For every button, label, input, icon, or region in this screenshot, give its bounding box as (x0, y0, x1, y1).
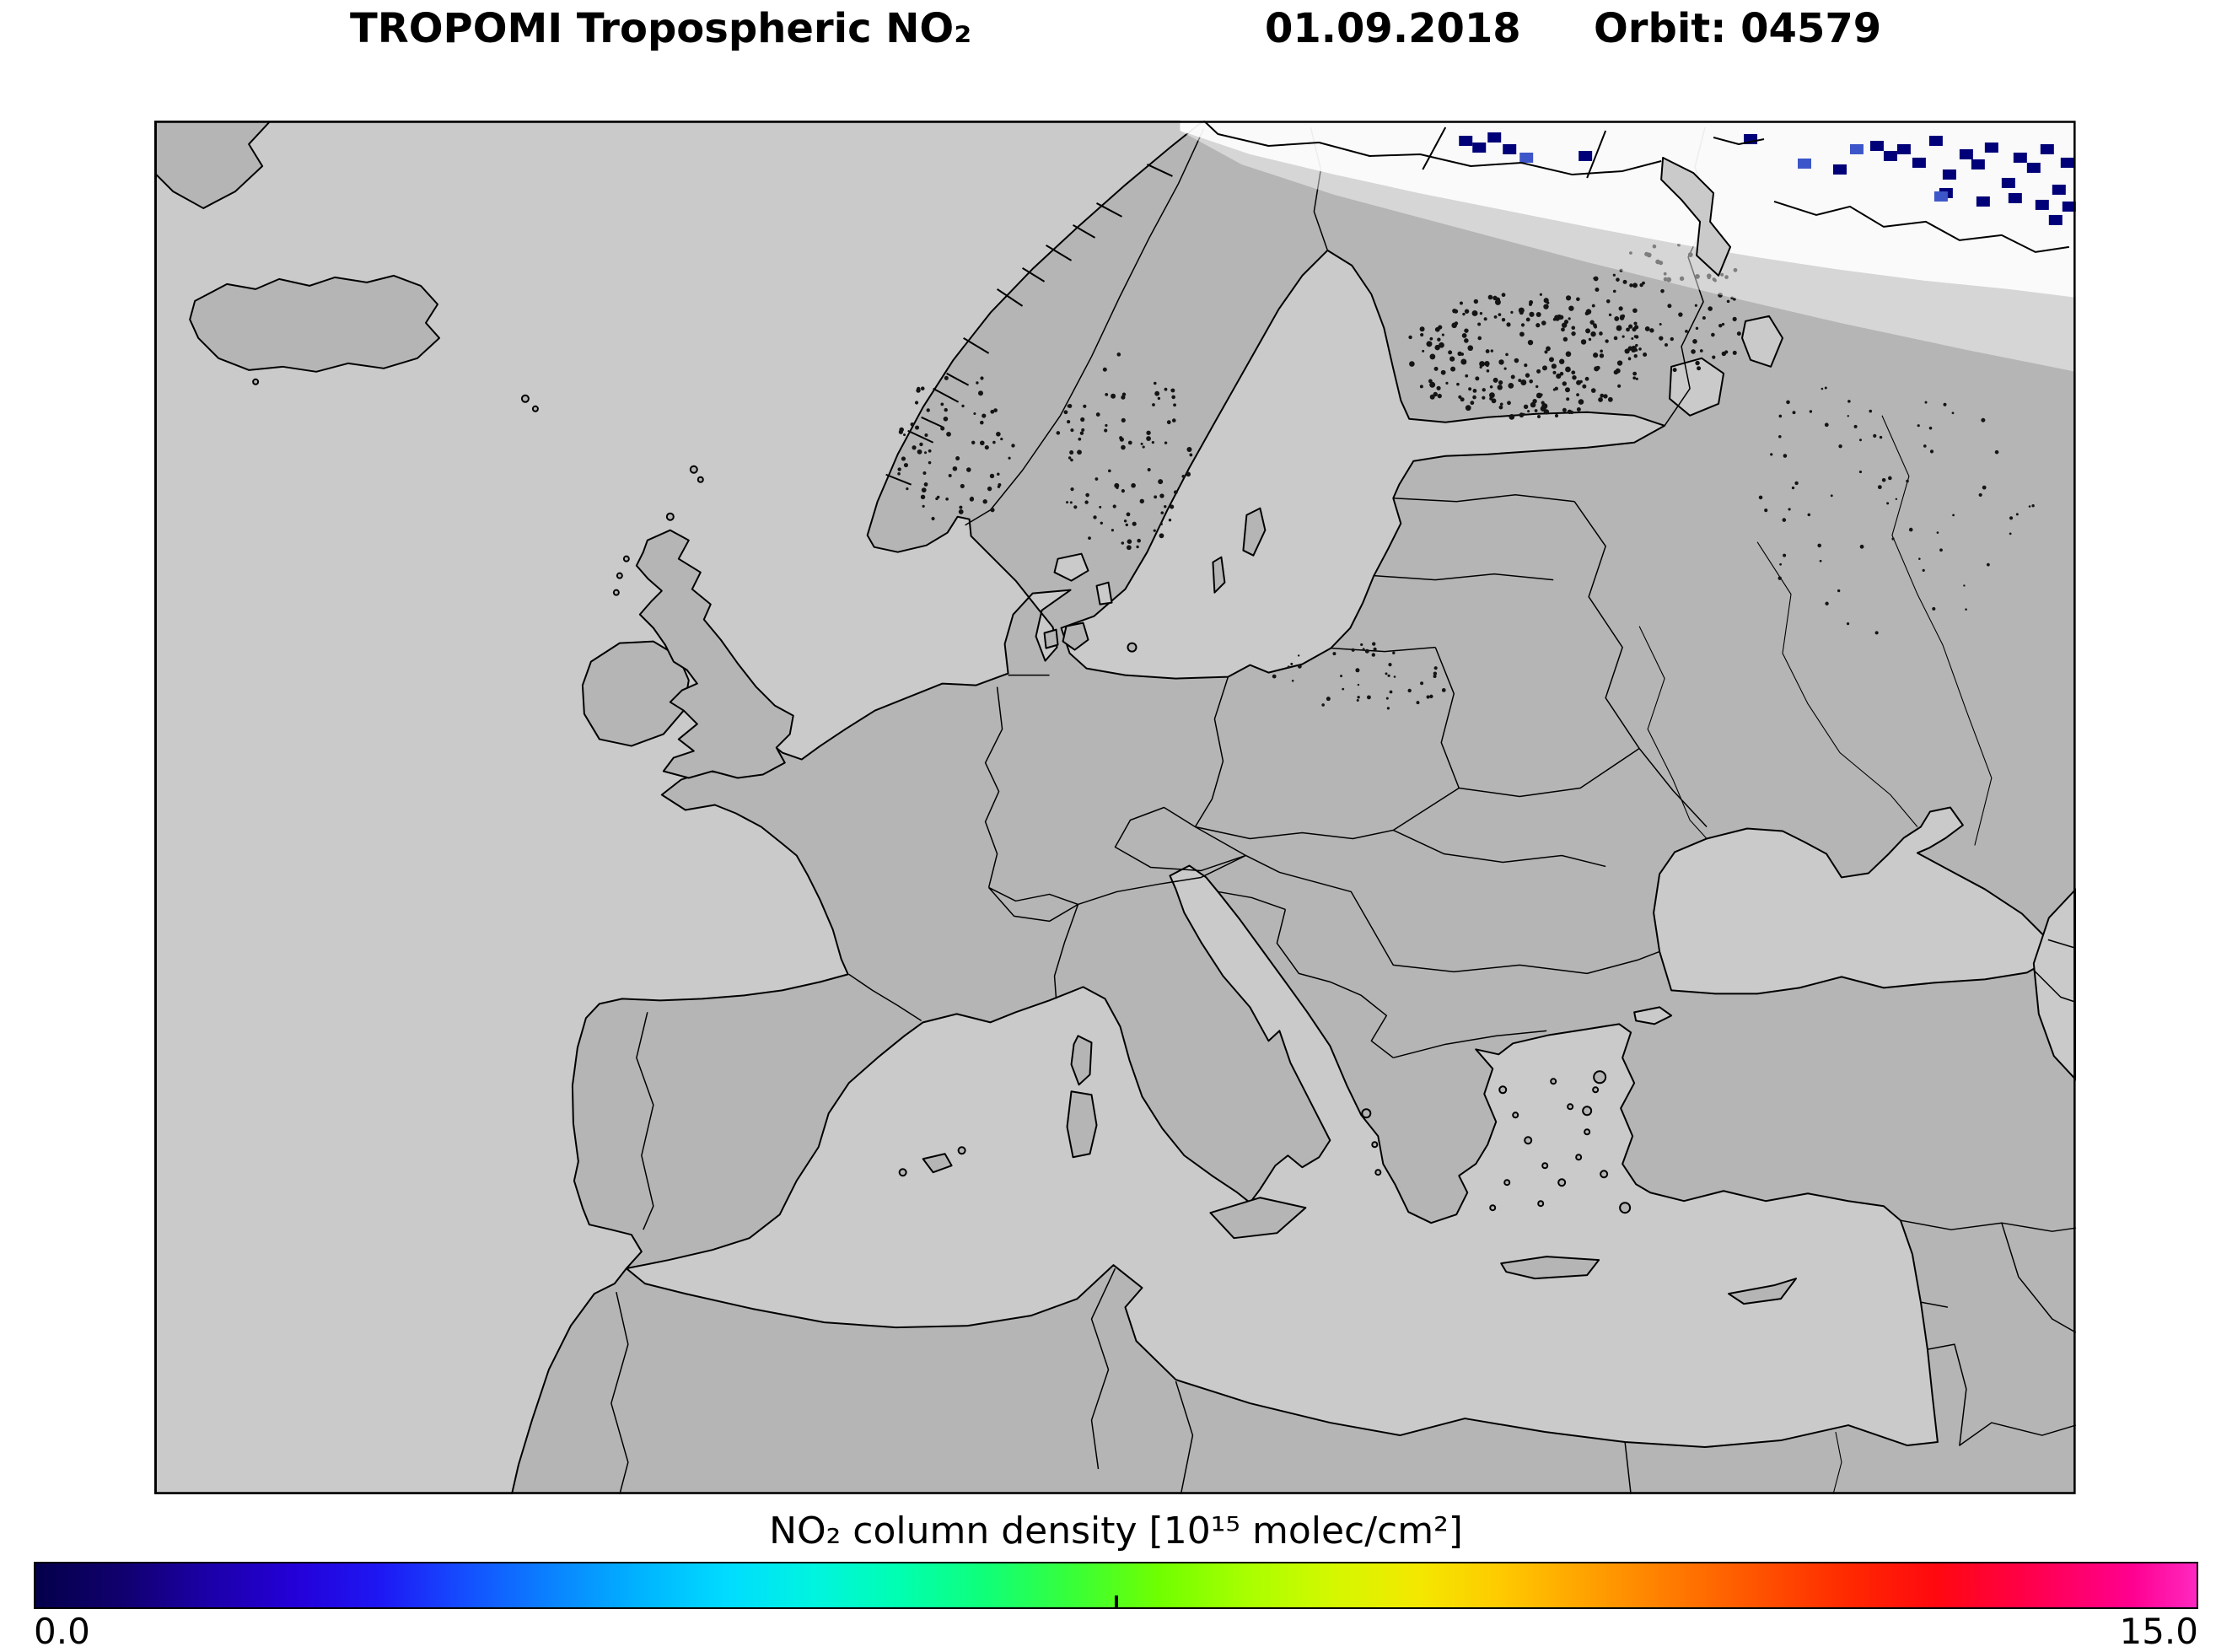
data-swath (1180, 121, 2076, 372)
gotland (1242, 507, 1267, 557)
faroe-1 (520, 394, 530, 403)
colorbar-min: 0.0 (34, 1611, 90, 1652)
sardinia (1066, 1090, 1098, 1159)
aegean-islands (1371, 1078, 1609, 1212)
lake-onega (1741, 315, 1784, 368)
greenland-tip (154, 121, 272, 209)
river-dnieper (1638, 626, 1708, 839)
river-don (1756, 541, 1918, 827)
seas (154, 121, 2076, 1494)
crete (1500, 1256, 1600, 1280)
sicily (1209, 1197, 1307, 1240)
chios (1582, 1106, 1593, 1117)
corfu (1361, 1108, 1372, 1119)
rivers (1638, 415, 1993, 1494)
country-borders (610, 126, 2076, 1494)
lake-ladoga (1669, 357, 1725, 417)
black-sea (1653, 806, 2057, 995)
menorca (957, 1146, 966, 1155)
islands (154, 121, 1798, 1305)
corsica (1070, 1035, 1093, 1086)
colorbar (34, 1562, 2198, 1609)
map-border (154, 121, 2076, 1494)
ibiza (898, 1168, 907, 1177)
plot-date: 01.09.2018 (1265, 5, 1521, 52)
lake-vanern (1053, 552, 1089, 582)
cyprus (1728, 1278, 1798, 1305)
swath-white-band (1180, 121, 2076, 298)
lake-speckles (897, 243, 2035, 710)
colorbar-center-tick (1114, 1595, 1118, 1607)
colorbar-max: 15.0 (2119, 1611, 2198, 1652)
europe-map (154, 121, 2076, 1494)
sea-of-marmara (1633, 1006, 1673, 1025)
plot-orbit: Orbit: 04579 (1594, 5, 1882, 52)
ireland (581, 640, 690, 747)
bornholm (1127, 642, 1138, 653)
mallorca (922, 1153, 953, 1174)
hebrides-3 (612, 589, 620, 596)
lake-vattern (1095, 581, 1113, 605)
colorbar-scale: 0.0 15.0 (34, 1611, 2198, 1652)
oland (1212, 556, 1226, 594)
westman (252, 378, 260, 385)
map-panel (154, 121, 2076, 1494)
zealand (1062, 622, 1089, 651)
lesbos (1593, 1070, 1607, 1084)
faroe-2 (531, 405, 539, 412)
iceland (189, 274, 440, 373)
river-nile (1832, 1431, 1842, 1494)
plot-title: TROPOMI Tropospheric NO₂ (350, 5, 972, 52)
hebrides-1 (622, 555, 630, 562)
swath-edge-band (1180, 130, 2076, 372)
fjord-strokes (885, 164, 1173, 486)
river-volga (1881, 415, 1993, 846)
rhodes (1619, 1202, 1632, 1214)
shetland-2 (696, 476, 704, 483)
hebrides-2 (616, 572, 623, 579)
colorbar-label: NO₂ column density [10¹⁵ molec/cm²] (769, 1509, 1463, 1552)
great-britain (635, 529, 794, 779)
funen (1043, 628, 1059, 649)
shetland (689, 465, 698, 474)
swath-pixels (1459, 132, 2076, 225)
orkney (665, 512, 675, 521)
arctic-coastlines (1202, 121, 2069, 277)
caspian-sea (2032, 888, 2076, 1081)
white-sea (1660, 156, 1732, 277)
